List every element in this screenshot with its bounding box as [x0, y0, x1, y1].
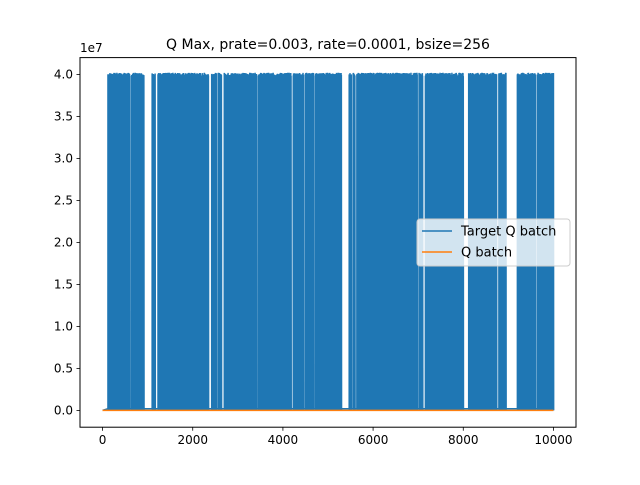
series-line-target-q-batch — [102, 72, 555, 412]
legend-label-target-q-batch: Target Q batch — [460, 225, 556, 240]
y-tick-label: 3.0 — [54, 152, 73, 166]
legend: Target Q batch Q batch — [416, 218, 571, 267]
x-tick-label: 4000 — [268, 433, 299, 447]
y-tick-label: 0.0 — [54, 404, 73, 418]
y-tick-label: 1.0 — [54, 320, 73, 334]
x-tick-label: 8000 — [448, 433, 479, 447]
y-tick-label: 1.5 — [54, 278, 73, 292]
x-axis: 0 2000 4000 6000 8000 10000 — [99, 427, 573, 447]
x-tick-label: 10000 — [534, 433, 572, 447]
y-offset-label: 1e7 — [80, 41, 103, 55]
y-tick-label: 4.0 — [54, 68, 73, 82]
chart-title: Q Max, prate=0.003, rate=0.0001, bsize=2… — [166, 37, 490, 53]
x-tick-label: 0 — [99, 433, 107, 447]
plot-data-layer — [102, 72, 555, 412]
y-tick-label: 3.5 — [54, 110, 73, 124]
legend-label-q-batch: Q batch — [461, 246, 512, 261]
y-axis: 0.0 0.5 1.0 1.5 2.0 2.5 3.0 3.5 4.0 — [54, 68, 80, 418]
y-tick-label: 0.5 — [54, 362, 73, 376]
x-tick-label: 2000 — [177, 433, 208, 447]
y-tick-label: 2.0 — [54, 236, 73, 250]
x-tick-label: 6000 — [358, 433, 389, 447]
y-tick-label: 2.5 — [54, 194, 73, 208]
legend-box — [416, 218, 571, 267]
